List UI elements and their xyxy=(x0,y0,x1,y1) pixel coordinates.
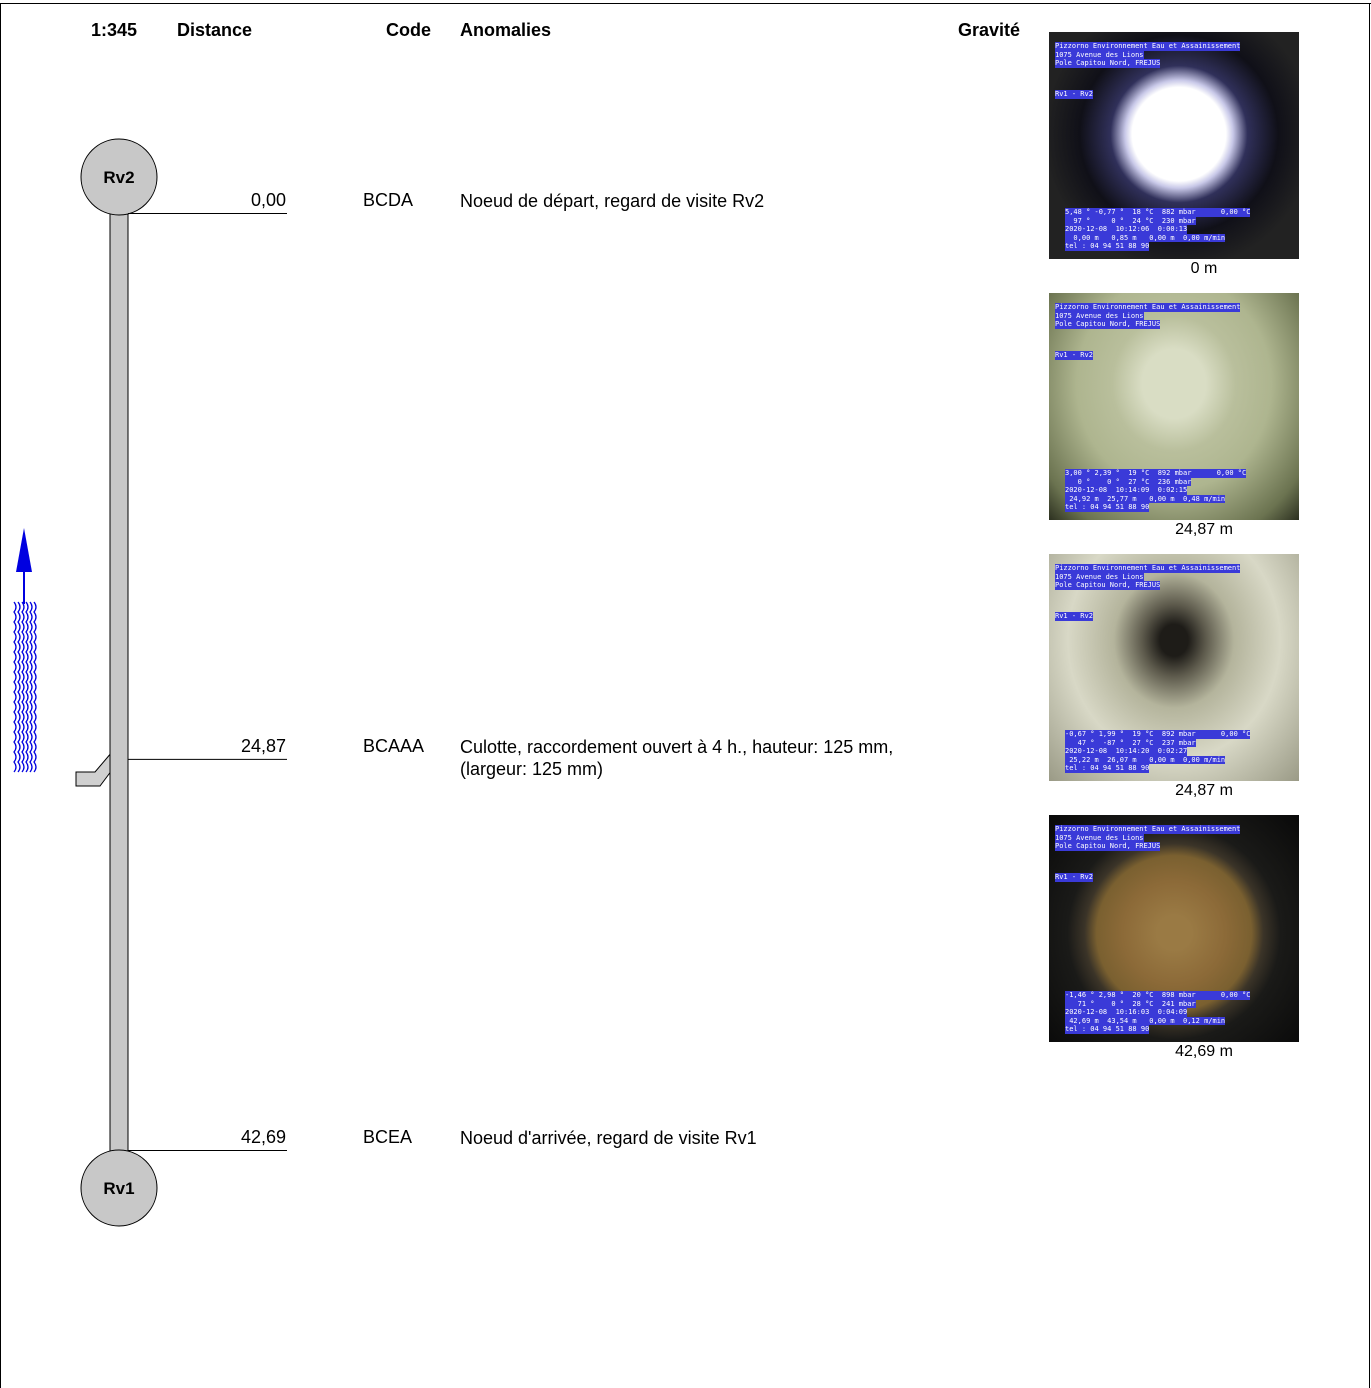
flow-direction xyxy=(13,528,37,773)
overlay-line: 3,00 ° 2,39 ° 19 °C 892 mbar 0,00 °C xyxy=(1065,469,1247,478)
overlay-line: 0,00 m 0,85 m 0,00 m 0,00 m/min xyxy=(1065,233,1226,242)
overlay-line: 5,48 ° -0,77 ° 18 °C 882 mbar 0,00 °C xyxy=(1065,208,1251,217)
overlay-line: Pizzorno Environnement Eau et Assainisse… xyxy=(1055,564,1241,573)
overlay-line: 1075 Avenue des Lions xyxy=(1055,572,1144,581)
overlay-line: Pole Capitou Nord, FREJUS xyxy=(1055,320,1161,329)
overlay-top: Pizzorno Environnement Eau et Assainisse… xyxy=(1055,825,1241,851)
overlay-top: Pizzorno Environnement Eau et Assainisse… xyxy=(1055,42,1241,68)
manhole xyxy=(80,138,158,216)
overlay-line: 42,69 m 43,54 m 0,00 m 0,12 m/min xyxy=(1065,1016,1226,1025)
overlay-line: Pole Capitou Nord, FREJUS xyxy=(1055,59,1161,68)
overlay-line: Pole Capitou Nord, FREJUS xyxy=(1055,581,1161,590)
manhole xyxy=(80,1149,158,1227)
lateral-connection xyxy=(75,750,113,787)
overlay-line: Pizzorno Environnement Eau et Assainisse… xyxy=(1055,42,1241,51)
flow-wave xyxy=(21,601,25,773)
code: BCEA xyxy=(363,1127,413,1147)
overlay-line: Rv1 - Rv2 xyxy=(1055,351,1093,360)
overlay-line: Rv1 - Rv2 xyxy=(1055,873,1093,882)
manhole-label: Rv2 xyxy=(103,168,134,187)
overlay-line: Pizzorno Environnement Eau et Assainisse… xyxy=(1055,825,1241,834)
overlay-line: 1075 Avenue des Lions xyxy=(1055,311,1144,320)
overlay-top: Pizzorno Environnement Eau et Assainisse… xyxy=(1055,564,1241,590)
overlay-line: tel : 04 94 51 88 90 xyxy=(1065,764,1150,773)
overlay-bottom: 5,48 ° -0,77 ° 18 °C 882 mbar 0,00 °C 97… xyxy=(1065,208,1251,251)
col-distance: Distance xyxy=(177,20,253,40)
schema: Rv2 Rv1 xyxy=(80,138,287,1227)
overlay-line: Pole Capitou Nord, FREJUS xyxy=(1055,842,1161,851)
flow-wave xyxy=(13,601,17,773)
overlay-bottom: -1,46 ° 2,98 ° 20 °C 898 mbar 0,00 °C 71… xyxy=(1065,991,1251,1034)
flow-wave xyxy=(29,601,33,773)
overlay-line: -1,46 ° 2,98 ° 20 °C 898 mbar 0,00 °C xyxy=(1065,991,1251,1000)
overlay-line: 47 ° -87 ° 27 °C 237 mbar xyxy=(1065,738,1196,747)
photo-caption: 0 m xyxy=(1190,260,1218,277)
inspection-photo: Pizzorno Environnement Eau et Assainisse… xyxy=(1049,293,1299,520)
overlay-line: 25,22 m 26,07 m 0,00 m 0,00 m/min xyxy=(1065,755,1226,764)
overlay-line: -0,67 ° 1,99 ° 19 °C 892 mbar 0,00 °C xyxy=(1065,730,1251,739)
inspection-photo: Pizzorno Environnement Eau et Assainisse… xyxy=(1049,32,1299,259)
overlay-line: 24,92 m 25,77 m 0,00 m 0,48 m/min xyxy=(1065,494,1226,503)
anomaly: Culotte, raccordement ouvert à 4 h., hau… xyxy=(460,736,894,779)
distance: 0,00 xyxy=(250,190,286,210)
flow-wave xyxy=(17,601,21,773)
scale: 1:345 xyxy=(91,20,138,40)
overlay-section: Rv1 - Rv2 xyxy=(1055,351,1093,360)
overlay-line: 71 ° 0 ° 28 °C 241 mbar xyxy=(1065,999,1196,1008)
inspection-photo: Pizzorno Environnement Eau et Assainisse… xyxy=(1049,815,1299,1042)
overlay-line: 97 ° 0 ° 24 °C 230 mbar xyxy=(1065,216,1196,225)
overlay-line: Rv1 - Rv2 xyxy=(1055,612,1093,621)
col-code: Code xyxy=(386,20,431,40)
col-gravite: Gravité xyxy=(958,20,1021,40)
code: BCAAA xyxy=(363,735,425,756)
overlay-line: 2020-12-08 10:16:03 0:04:09 xyxy=(1065,1008,1188,1017)
overlay-line: 2020-12-08 10:12:06 0:00:13 xyxy=(1065,225,1188,234)
overlay-line: 2020-12-08 10:14:20 0:02:27 xyxy=(1065,747,1188,756)
overlay-bottom: 3,00 ° 2,39 ° 19 °C 892 mbar 0,00 °C 0 °… xyxy=(1065,469,1247,512)
overlay-line: Rv1 - Rv2 xyxy=(1055,90,1093,99)
overlay-section: Rv1 - Rv2 xyxy=(1055,612,1093,621)
overlay-line: 2020-12-08 10:14:09 0:02:15 xyxy=(1065,486,1188,495)
photo-caption: 42,69 m xyxy=(1175,1043,1233,1060)
photo-caption: 24,87 m xyxy=(1175,782,1233,799)
overlay-line: 1075 Avenue des Lions xyxy=(1055,833,1144,842)
overlay-line: tel : 04 94 51 88 90 xyxy=(1065,1025,1150,1034)
inspection-photo: Pizzorno Environnement Eau et Assainisse… xyxy=(1049,554,1299,781)
overlay-line: Pizzorno Environnement Eau et Assainisse… xyxy=(1055,303,1241,312)
col-anomalies: Anomalies xyxy=(460,20,552,40)
anomaly: Noeud de départ, regard de visite Rv2 xyxy=(460,191,765,211)
overlay-line: 1075 Avenue des Lions xyxy=(1055,50,1144,59)
manhole-label: Rv1 xyxy=(103,1179,134,1198)
photo-caption: 24,87 m xyxy=(1175,521,1233,538)
code: BCDA xyxy=(363,190,414,210)
flow-arrow-head xyxy=(16,528,32,572)
overlay-top: Pizzorno Environnement Eau et Assainisse… xyxy=(1055,303,1241,329)
overlay-line: 0 ° 0 ° 27 °C 236 mbar xyxy=(1065,477,1192,486)
anomaly: Noeud d'arrivée, regard de visite Rv1 xyxy=(460,1128,757,1148)
distance: 42,69 xyxy=(240,1127,286,1147)
overlay-section: Rv1 - Rv2 xyxy=(1055,90,1093,99)
overlay-bottom: -0,67 ° 1,99 ° 19 °C 892 mbar 0,00 °C 47… xyxy=(1065,730,1251,773)
distance: 24,87 xyxy=(240,735,286,756)
flow-wave xyxy=(33,601,37,773)
overlay-section: Rv1 - Rv2 xyxy=(1055,873,1093,882)
overlay-line: tel : 04 94 51 88 90 xyxy=(1065,242,1150,251)
overlay-line: tel : 04 94 51 88 90 xyxy=(1065,503,1150,512)
pipe xyxy=(109,194,129,1166)
flow-wave xyxy=(25,601,29,773)
